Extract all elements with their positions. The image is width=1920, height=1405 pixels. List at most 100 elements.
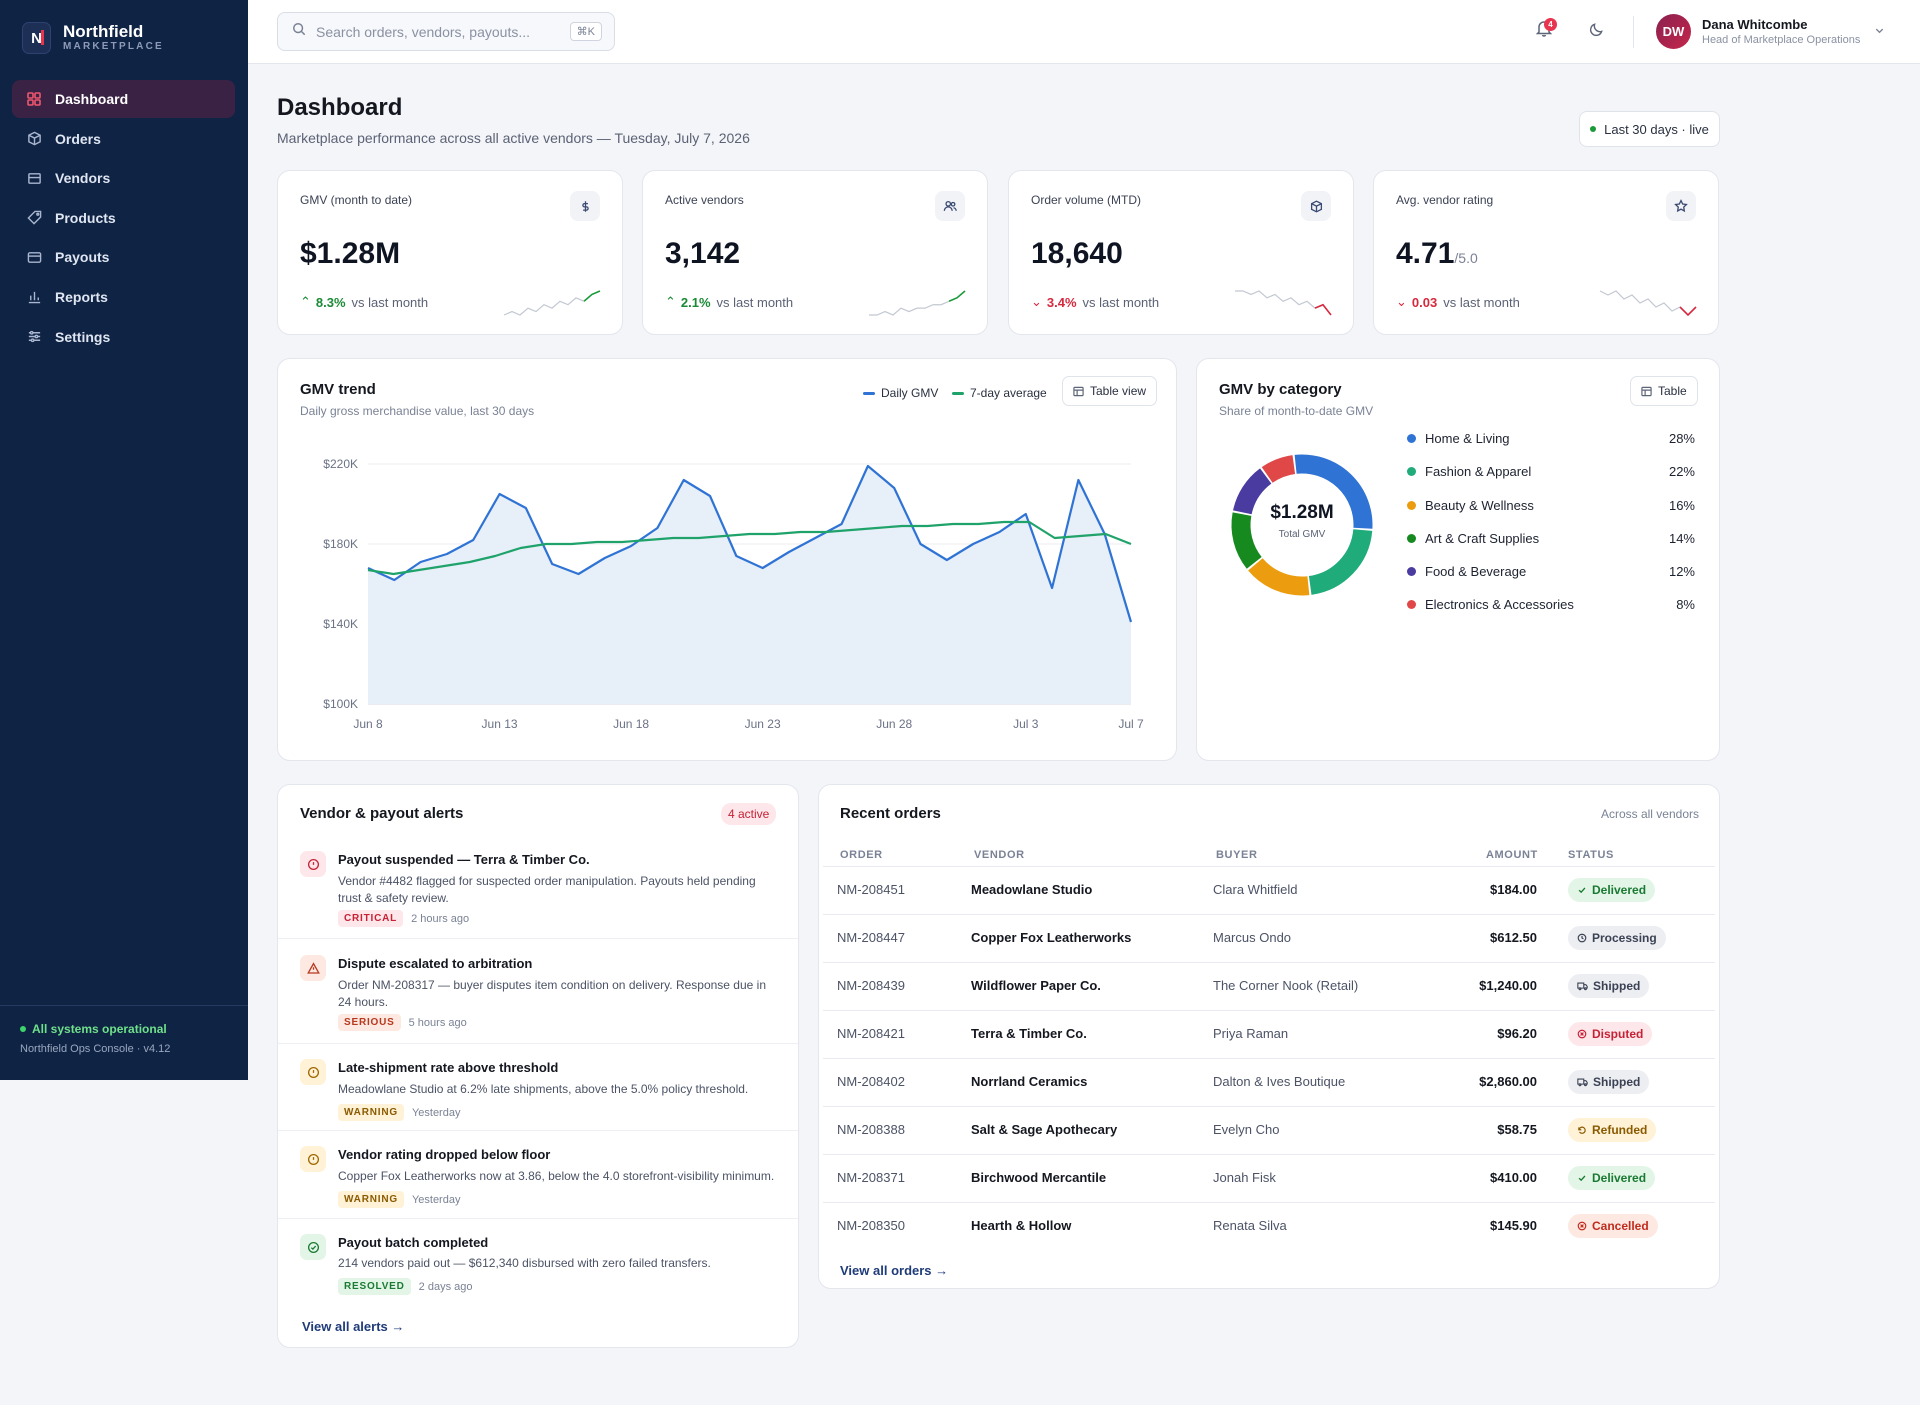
kpi-title: Order volume (MTD) [1031, 193, 1142, 207]
order-vendor: Wildflower Paper Co. [971, 978, 1101, 993]
legend-dot [1407, 434, 1416, 443]
order-id: NM-208371 [837, 1170, 905, 1185]
table-row[interactable]: NM-208451 Meadowlane Studio Clara Whitfi… [823, 866, 1715, 914]
sidebar-item-payouts[interactable]: Payouts [12, 238, 235, 276]
sidebar-item-label: Dashboard [55, 91, 129, 107]
recent-orders-title: Recent orders [840, 805, 941, 822]
check-icon [1577, 885, 1587, 895]
x-tick-label: Jun 13 [482, 717, 518, 731]
table-row[interactable]: NM-208402 Norrland Ceramics Dalton & Ive… [823, 1058, 1715, 1106]
table-row[interactable]: NM-208447 Copper Fox Leatherworks Marcus… [823, 914, 1715, 962]
alert-meta: CRITICAL 2 hours ago [338, 910, 469, 927]
moon-icon[interactable] [1589, 22, 1604, 42]
category-label: Fashion & Apparel [1425, 464, 1532, 479]
x-circle-icon [1577, 1221, 1587, 1231]
chevron-down-icon [1874, 23, 1885, 41]
alert-time: Yesterday [411, 1106, 461, 1119]
alert-description: Order NM-208317 — buyer disputes item co… [338, 978, 767, 1009]
kpi-delta-value: 8.3% [315, 294, 346, 310]
category-legend-item: Electronics & Accessories 8% [1407, 597, 1695, 612]
order-vendor: Norrland Ceramics [971, 1074, 1088, 1089]
alert-item[interactable]: Late-shipment rate above threshold Meado… [278, 1044, 800, 1131]
donut-slice [1261, 455, 1296, 483]
order-buyer: Dalton & Ives Boutique [1213, 1074, 1346, 1089]
order-vendor: Birchwood Mercantile [971, 1170, 1107, 1185]
brand-logo: N [22, 22, 51, 54]
order-amount: $612.50 [1490, 930, 1537, 945]
topbar: ⌘K 4 DW Dana Whitcombe Head of Marketpla… [248, 0, 1920, 64]
sidebar-item-products[interactable]: Products [12, 199, 235, 237]
alert-item[interactable]: Payout suspended — Terra & Timber Co. Ve… [278, 847, 800, 939]
status-label: Processing [1592, 931, 1657, 945]
category-percent: 16% [1668, 498, 1695, 513]
alerts-title: Vendor & payout alerts [300, 805, 464, 822]
kpi-value: 18,640 [1031, 237, 1123, 271]
search-shortcut: ⌘K [569, 22, 602, 41]
check-circle-icon [300, 1234, 326, 1260]
brand[interactable]: N Northfield MARKETPLACE [22, 22, 164, 54]
table-view-button[interactable]: Table view [1062, 376, 1158, 406]
sidebar-item-dashboard[interactable]: Dashboard [12, 80, 235, 118]
gmv-category-subtitle: Share of month-to-date GMV [1219, 404, 1374, 418]
status-badge: Delivered [1568, 878, 1656, 902]
alert-severity-tag: SERIOUS [338, 1014, 401, 1031]
order-id: NM-208451 [837, 882, 905, 897]
alert-item[interactable]: Payout batch completed 214 vendors paid … [278, 1219, 800, 1309]
alert-severity-tag: CRITICAL [338, 910, 404, 927]
sidebar-item-settings[interactable]: Settings [12, 318, 235, 356]
kpi-card-gmv: GMV (month to date) $1.28M ⌃ 8.3% vs last … [277, 170, 623, 335]
search-input[interactable] [316, 23, 556, 40]
category-table-button[interactable]: Table [1630, 376, 1698, 406]
sidebar-item-orders[interactable]: Orders [12, 120, 235, 158]
view-all-orders-link[interactable]: View all orders → [840, 1263, 949, 1278]
daily-gmv-area [368, 466, 1131, 704]
orders-scope: Across all vendors [1600, 807, 1699, 821]
column-header-order[interactable]: ORDER [840, 849, 883, 861]
legend-avg: 7-day average [952, 386, 1047, 400]
date-range-selector[interactable]: Last 30 days · live [1579, 111, 1720, 147]
order-id: NM-208402 [837, 1074, 905, 1089]
view-all-alerts-link[interactable]: View all alerts → [302, 1319, 405, 1334]
gmv-trend-card: GMV trend Daily gross merchandise value,… [277, 358, 1177, 761]
sidebar-item-label: Products [55, 209, 116, 226]
sidebar-item-reports[interactable]: Reports [12, 278, 235, 316]
status-badge: Disputed [1568, 1022, 1653, 1046]
donut-center-value: $1.28M [1270, 502, 1334, 523]
sidebar-item-vendors[interactable]: Vendors [12, 159, 235, 197]
order-amount: $184.00 [1490, 882, 1537, 897]
alerts-active-badge: 4 active [721, 803, 777, 825]
alert-title: Late-shipment rate above threshold [338, 1060, 559, 1075]
order-buyer: Clara Whitfield [1213, 882, 1298, 897]
check-icon [1577, 1173, 1587, 1183]
alert-item[interactable]: Dispute escalated to arbitration Order N… [278, 939, 800, 1044]
kpi-value: 4.71/5.0 [1396, 237, 1478, 271]
column-header-vendor[interactable]: VENDOR [974, 849, 1025, 861]
kpi-value-suffix: /5.0 [1454, 250, 1478, 266]
legend-dot [1407, 567, 1416, 576]
table-row[interactable]: NM-208388 Salt & Sage Apothecary Evelyn … [823, 1106, 1715, 1154]
kpi-value: 3,142 [665, 237, 740, 271]
column-header-buyer[interactable]: BUYER [1216, 849, 1258, 861]
table-row[interactable]: NM-208350 Hearth & Hollow Renata Silva $… [823, 1202, 1715, 1250]
search-box[interactable]: ⌘K [277, 12, 615, 51]
column-header-amount[interactable]: AMOUNT [1486, 849, 1538, 861]
sidebar-footer: All systems operational Northfield Ops C… [0, 1005, 248, 1071]
order-vendor: Copper Fox Leatherworks [971, 930, 1132, 945]
order-id: NM-208388 [837, 1122, 905, 1137]
alert-item[interactable]: Vendor rating dropped below floor Copper… [278, 1131, 800, 1219]
column-header-status[interactable]: STATUS [1568, 849, 1614, 861]
table-row[interactable]: NM-208421 Terra & Timber Co. Priya Raman… [823, 1010, 1715, 1058]
sparkline-trend [869, 300, 950, 316]
category-percent: 8% [1676, 597, 1695, 612]
table-row[interactable]: NM-208439 Wildflower Paper Co. The Corne… [823, 962, 1715, 1010]
table-row[interactable]: NM-208371 Birchwood Mercantile Jonah Fis… [823, 1154, 1715, 1202]
alert-time: 2 hours ago [411, 912, 470, 925]
alert-description: 214 vendors paid out — $612,340 disburse… [338, 1256, 711, 1270]
y-tick-label: $100K [323, 697, 358, 711]
user-menu[interactable]: DW Dana Whitcombe Head of Marketplace Op… [1656, 14, 1885, 49]
category-percent: 12% [1668, 564, 1695, 579]
table-icon [1641, 386, 1652, 397]
live-dot-icon [1590, 126, 1597, 132]
alert-description: Meadowlane Studio at 6.2% late shipments… [338, 1082, 749, 1096]
kpi-card-vendors: Active vendors 3,142 ⌃ 2.1% vs last month [642, 170, 988, 335]
